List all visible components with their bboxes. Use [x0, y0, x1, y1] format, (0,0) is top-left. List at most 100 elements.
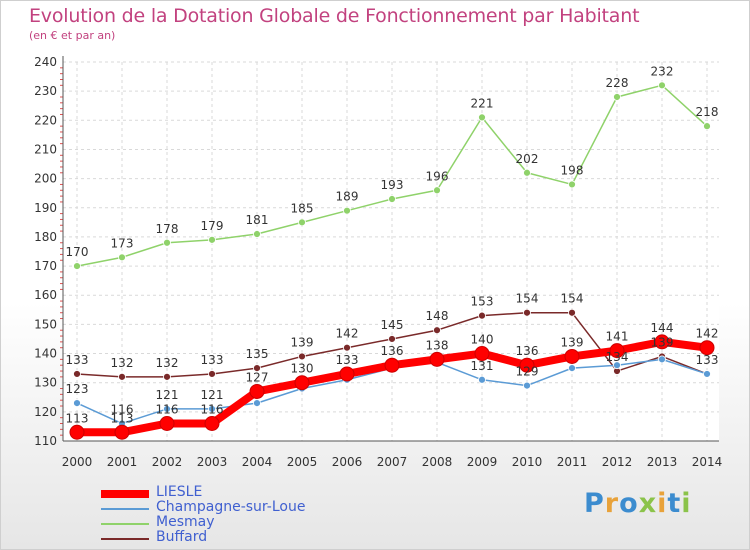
data-point [478, 113, 486, 122]
data-label-layer: 170 173 178 179 181 185 189 193 196 221 202 198 228 2… [66, 64, 719, 425]
data-point [388, 335, 396, 343]
x-tick-label: 2013 [647, 455, 678, 469]
data-label: 148 [426, 309, 449, 323]
legend-swatch [101, 538, 149, 540]
legend-label: Mesmay [156, 514, 215, 530]
x-tick-label: 2000 [62, 455, 93, 469]
logo-letter: o [619, 488, 639, 519]
data-point [613, 93, 621, 101]
data-label: 193 [381, 178, 404, 192]
data-label: 131 [471, 359, 494, 373]
data-label: 196 [426, 169, 449, 183]
data-label: 142 [336, 327, 359, 341]
data-label: 134 [606, 350, 629, 364]
legend-swatch [101, 508, 149, 510]
data-label: 121 [156, 388, 179, 402]
data-point [253, 230, 261, 238]
data-point [564, 348, 580, 364]
legend-label: Champagne-sur-Loue [156, 499, 306, 515]
data-point [163, 372, 171, 381]
data-point [433, 186, 441, 195]
data-point [433, 326, 441, 335]
data-label: 154 [561, 292, 584, 306]
data-label: 136 [516, 344, 539, 358]
data-label: 218 [696, 105, 719, 119]
y-tick-label: 120 [34, 405, 57, 419]
data-label: 133 [66, 353, 89, 367]
data-point [568, 180, 576, 189]
data-label: 153 [471, 295, 494, 309]
data-label: 133 [201, 353, 224, 367]
data-label: 154 [516, 292, 539, 306]
data-point [298, 352, 306, 361]
y-tick-label: 200 [34, 172, 57, 186]
x-tick-label: 2005 [287, 455, 318, 469]
data-label: 133 [336, 353, 359, 367]
data-label: 113 [66, 411, 89, 425]
data-label: 141 [606, 330, 629, 344]
logo-letter: i [681, 488, 692, 519]
data-point [298, 218, 306, 227]
data-point [118, 253, 126, 262]
data-label: 123 [66, 382, 89, 396]
data-point [249, 383, 265, 399]
data-point [163, 238, 171, 247]
data-label: 179 [201, 219, 224, 233]
y-tick-label: 110 [34, 434, 57, 448]
legend-label: LIESLE [156, 484, 203, 500]
data-point [568, 308, 576, 317]
data-point [163, 405, 171, 413]
legend-label: Buffard [156, 529, 208, 545]
proxiti-logo: Proxiti [584, 488, 692, 519]
data-point [384, 357, 400, 373]
data-label: 138 [426, 338, 449, 352]
data-point [159, 416, 175, 432]
data-point [658, 355, 666, 364]
y-tick-label: 140 [34, 347, 57, 361]
x-tick-label: 2011 [557, 455, 588, 469]
data-label: 132 [156, 356, 179, 370]
data-label: 121 [201, 388, 224, 402]
data-point [613, 361, 621, 370]
data-point [523, 308, 531, 317]
data-point [519, 357, 535, 373]
x-tick-label: 2003 [197, 455, 228, 469]
data-label: 136 [381, 344, 404, 358]
data-label: 130 [291, 362, 314, 376]
data-label: 198 [561, 163, 584, 177]
data-point [523, 168, 531, 177]
data-label: 116 [201, 403, 224, 417]
data-label: 178 [156, 222, 179, 236]
data-point [294, 375, 310, 391]
x-tick-label: 2002 [152, 455, 183, 469]
data-point [478, 311, 486, 320]
logo-letter: x [638, 488, 658, 519]
x-tick-label: 2010 [512, 455, 543, 469]
data-label: 132 [111, 356, 134, 370]
y-tick-label: 150 [34, 317, 57, 331]
data-point [388, 195, 396, 203]
data-point [208, 370, 216, 378]
y-tick-label: 230 [34, 84, 57, 98]
data-point [658, 81, 666, 90]
grid-layer [63, 61, 719, 442]
data-point [703, 370, 711, 378]
data-label: 181 [246, 213, 269, 227]
x-tick-label: 2009 [467, 455, 498, 469]
data-label: 202 [516, 152, 539, 166]
logo-letter: P [584, 488, 605, 519]
y-tick-label: 240 [34, 55, 57, 69]
data-label: 127 [246, 370, 269, 384]
data-point [568, 364, 576, 373]
y-tick-label: 170 [34, 259, 57, 273]
x-tick-label: 2001 [107, 455, 138, 469]
data-point [478, 375, 486, 384]
data-point [253, 399, 261, 408]
data-label: 185 [291, 201, 314, 215]
logo-letter: i [657, 488, 668, 519]
y-tick-label: 160 [34, 288, 57, 302]
data-point [69, 424, 85, 440]
series-layer [69, 81, 715, 440]
